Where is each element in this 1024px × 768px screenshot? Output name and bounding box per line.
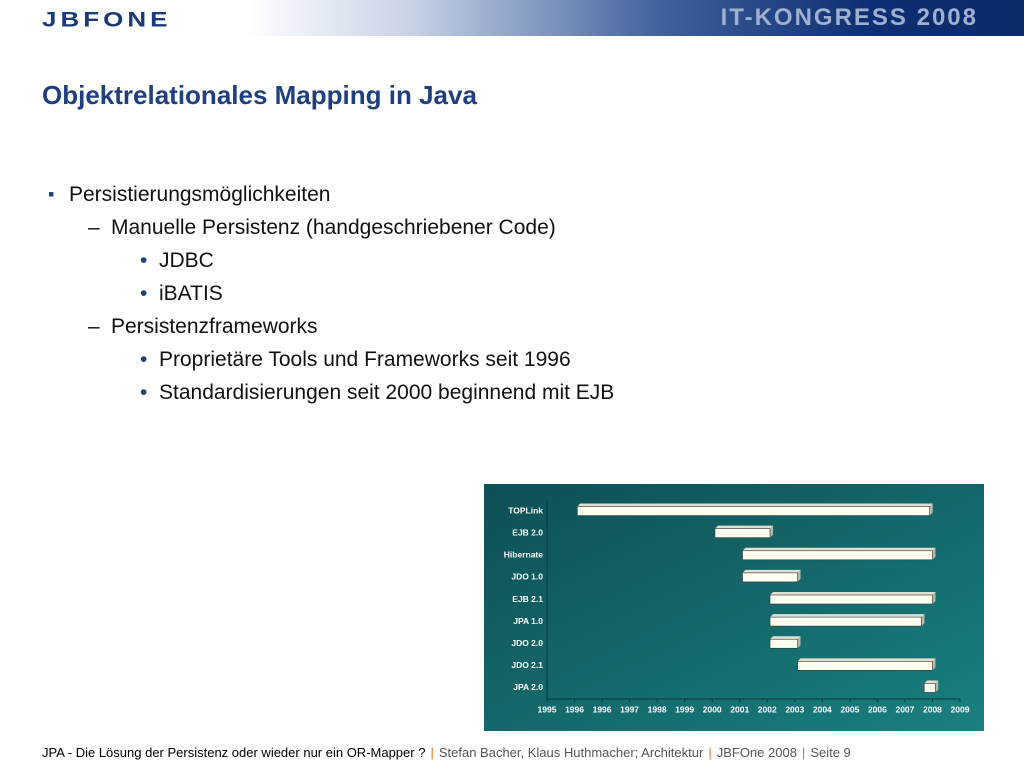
- bar-depth: [932, 658, 936, 671]
- category-label: TOPLink: [508, 505, 543, 515]
- bar-depth: [929, 503, 933, 516]
- bar: [797, 661, 933, 671]
- header: JBFONE IT-KONGRESS 2008: [0, 0, 1024, 36]
- bullet: JDBC: [0, 244, 614, 277]
- bar: [714, 528, 771, 538]
- x-tick-label: 2008: [923, 704, 942, 714]
- bullet: Proprietäre Tools und Frameworks seit 19…: [0, 343, 614, 376]
- bar-depth: [935, 680, 939, 693]
- event-name: IT-KONGRESS 2008: [720, 4, 978, 31]
- bullet: Persistenzframeworks: [0, 310, 614, 343]
- x-tick-label: 2002: [758, 704, 777, 714]
- category-label: JDO 2.0: [511, 638, 543, 648]
- x-tick-label: 2007: [895, 704, 914, 714]
- x-tick-label: 1996: [565, 704, 584, 714]
- bar: [769, 616, 922, 627]
- bullet-list: PersistierungsmöglichkeitenManuelle Pers…: [0, 178, 614, 409]
- category-label: EJB 2.0: [512, 527, 543, 537]
- bar: [742, 550, 933, 561]
- footer: JPA - Die Lösung der Persistenz oder wie…: [42, 745, 851, 760]
- logo: JBFONE: [42, 7, 172, 32]
- footer-topic: JPA - Die Lösung der Persistenz oder wie…: [42, 745, 426, 760]
- bar-top: [924, 680, 939, 684]
- x-tick-label: 2006: [868, 704, 887, 714]
- bar-depth: [932, 592, 936, 604]
- x-tick-label: 1997: [620, 704, 639, 714]
- slide-title: Objektrelationales Mapping in Java: [42, 80, 477, 110]
- bar-top: [770, 592, 936, 595]
- bullet: Standardisierungen seit 2000 beginnend m…: [0, 376, 614, 409]
- bar-top: [770, 636, 801, 640]
- bar-depth: [797, 636, 801, 649]
- footer-authors: Stefan Bacher, Klaus Huthmacher; Archite…: [438, 745, 704, 760]
- bar-depth: [797, 569, 801, 582]
- bar: [742, 572, 798, 583]
- x-tick-label: 2003: [785, 704, 804, 714]
- x-tick-label: 1995: [538, 704, 557, 714]
- bar-top: [797, 658, 936, 662]
- category-label: JDO 1.0: [511, 572, 543, 582]
- bar: [769, 594, 933, 605]
- x-tick-label: 2001: [730, 704, 749, 714]
- timeline-chart: 1995 1996 1996 1997 1998 1999 2000 2001 2002 2003…: [484, 484, 984, 731]
- category-label: EJB 2.1: [512, 594, 543, 604]
- footer-event: JBFOne 2008: [716, 745, 797, 760]
- x-tick-label: 2000: [703, 704, 722, 714]
- footer-page: Seite 9: [810, 745, 851, 760]
- category-label: JPA 1.0: [513, 616, 543, 626]
- category-label: JDO 2.1: [511, 660, 543, 670]
- x-tick-label: 1996: [593, 704, 612, 714]
- bar-top: [742, 569, 801, 573]
- bullet: Persistierungsmöglichkeiten: [0, 178, 614, 211]
- x-tick-label: 2005: [840, 704, 859, 714]
- category-label: Hibernate: [504, 550, 543, 560]
- x-tick-label: 2004: [813, 704, 832, 714]
- bar: [769, 638, 798, 649]
- bar-depth: [932, 547, 936, 560]
- chart-background: [484, 484, 984, 731]
- x-tick-label: 1999: [675, 704, 694, 714]
- bar-depth: [921, 614, 925, 627]
- bar-top: [577, 503, 933, 507]
- x-tick-label: 2009: [951, 704, 970, 714]
- bar-depth: [770, 525, 774, 538]
- category-label: JPA 2.0: [513, 682, 543, 692]
- bar-top: [742, 547, 936, 551]
- bar-top: [770, 614, 925, 618]
- bar: [576, 506, 931, 516]
- bullet: iBATIS: [0, 277, 614, 310]
- x-tick-label: 1998: [648, 704, 667, 714]
- bullet: Manuelle Persistenz (handgeschriebener C…: [0, 211, 614, 244]
- bar: [923, 683, 936, 693]
- bar-top: [714, 525, 774, 529]
